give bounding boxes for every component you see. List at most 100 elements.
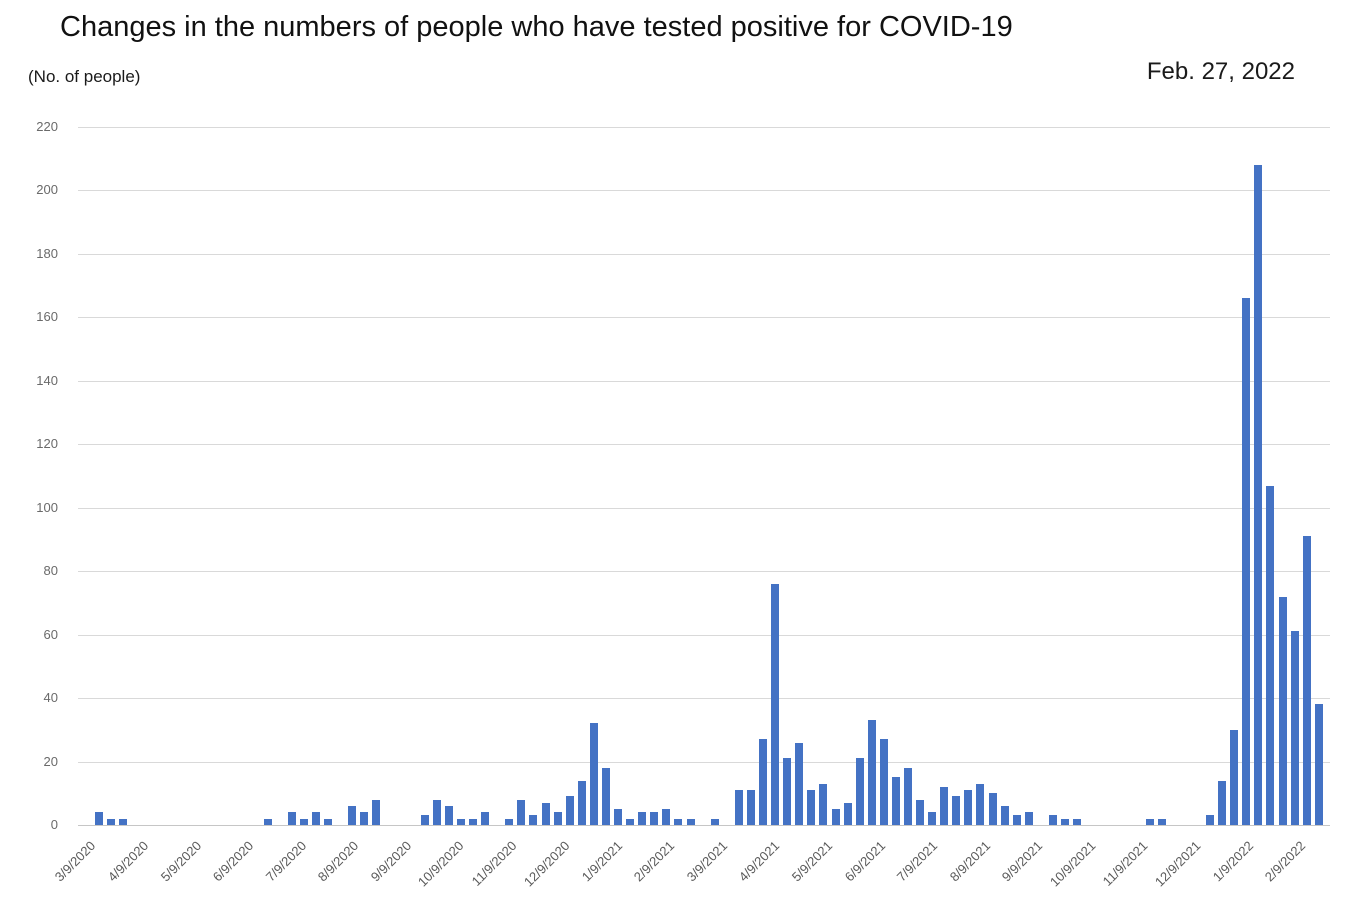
- bar: [469, 818, 478, 825]
- bar: [372, 799, 381, 825]
- bar: [1314, 704, 1323, 825]
- bar: [1206, 815, 1215, 825]
- y-axis-tick-label: 200: [36, 182, 58, 198]
- gridline: [78, 507, 1330, 509]
- bar: [867, 720, 876, 825]
- bar: [976, 783, 985, 825]
- bar: [843, 802, 852, 825]
- bar: [686, 818, 695, 825]
- bar: [1061, 818, 1070, 825]
- x-axis-tick-label: 4/9/2021: [736, 838, 783, 885]
- bar: [324, 818, 333, 825]
- bar: [1302, 536, 1311, 825]
- gridline: [78, 317, 1330, 319]
- bar: [299, 818, 308, 825]
- bar: [903, 767, 912, 825]
- bar: [565, 796, 574, 825]
- bar: [795, 742, 804, 825]
- x-axis-tick-label: 2/9/2021: [630, 838, 678, 885]
- y-axis-tick-label: 60: [43, 626, 58, 642]
- gridline: [78, 190, 1330, 192]
- bar: [553, 812, 562, 825]
- bar: [481, 812, 490, 825]
- x-axis-line: [78, 825, 1330, 826]
- bar: [855, 758, 864, 825]
- y-axis-tick-label: 220: [36, 119, 58, 134]
- bar: [746, 790, 755, 825]
- bar: [626, 818, 635, 825]
- bar: [1242, 298, 1251, 825]
- bar: [1048, 815, 1057, 825]
- bar: [456, 818, 465, 825]
- gridline: [78, 634, 1330, 636]
- bar: [589, 723, 598, 825]
- gridline: [78, 698, 1330, 700]
- bar: [891, 777, 900, 825]
- gridline: [78, 253, 1330, 255]
- x-axis-tick-label: 11/9/2020: [468, 838, 520, 889]
- bar: [420, 815, 429, 825]
- bar: [807, 790, 816, 825]
- gridline: [78, 380, 1330, 382]
- x-axis-tick-label: 10/9/2020: [415, 838, 467, 890]
- y-axis-tick-label: 20: [43, 753, 58, 769]
- bar: [94, 812, 103, 825]
- chart-title: Changes in the numbers of people who hav…: [60, 11, 1013, 43]
- bar: [928, 812, 937, 825]
- x-axis-tick-label: 1/9/2021: [578, 838, 625, 885]
- y-axis-tick-label: 180: [36, 245, 58, 261]
- bar: [432, 799, 441, 825]
- bar: [577, 780, 586, 825]
- bar: [1157, 818, 1166, 825]
- bar: [1024, 812, 1033, 825]
- bar: [638, 812, 647, 825]
- bar: [517, 799, 526, 825]
- bar: [759, 739, 767, 825]
- gridline: [78, 127, 1330, 128]
- bar: [879, 739, 888, 825]
- bar: [771, 583, 780, 825]
- bar: [1290, 631, 1299, 825]
- bar: [1073, 818, 1082, 825]
- bar: [311, 812, 320, 825]
- x-axis-tick-label: 7/9/2020: [262, 838, 310, 885]
- x-axis-tick-label: 6/9/2021: [841, 838, 888, 885]
- x-axis-tick-label: 9/9/2020: [367, 838, 415, 885]
- bar: [263, 818, 272, 825]
- bar: [952, 796, 961, 825]
- report-date: Feb. 27, 2022: [1146, 58, 1295, 85]
- bar: [614, 809, 623, 825]
- bar: [360, 812, 369, 825]
- bar: [819, 783, 828, 825]
- bar: [988, 793, 997, 825]
- bar: [287, 812, 296, 825]
- x-axis-tick-label: 5/9/2020: [157, 838, 204, 885]
- bar: [1278, 596, 1287, 825]
- y-axis-tick-label: 0: [50, 817, 58, 832]
- bar: [734, 790, 743, 825]
- y-axis-tick-label: 100: [36, 499, 58, 515]
- bar: [541, 802, 550, 825]
- x-axis-tick-label: 5/9/2021: [788, 838, 836, 885]
- gridline: [78, 444, 1330, 446]
- gridline: [78, 571, 1330, 573]
- bar: [1230, 729, 1239, 825]
- bar: [710, 818, 719, 825]
- bar: [1266, 485, 1275, 825]
- x-axis-tick-label: 4/9/2020: [104, 838, 152, 885]
- bar: [118, 818, 127, 825]
- x-axis-tick-label: 7/9/2021: [893, 838, 941, 885]
- x-axis-tick-label: 3/9/2020: [52, 838, 99, 885]
- bar: [1000, 805, 1009, 825]
- bar: [348, 805, 357, 825]
- bar: [1012, 815, 1021, 825]
- bar: [1254, 165, 1263, 825]
- bar: [831, 809, 840, 825]
- x-axis-tick-label: 9/9/2021: [999, 838, 1046, 885]
- bar: [444, 805, 453, 825]
- y-axis-tick-label: 140: [36, 372, 58, 388]
- bar: [662, 809, 671, 825]
- bar: [505, 818, 514, 825]
